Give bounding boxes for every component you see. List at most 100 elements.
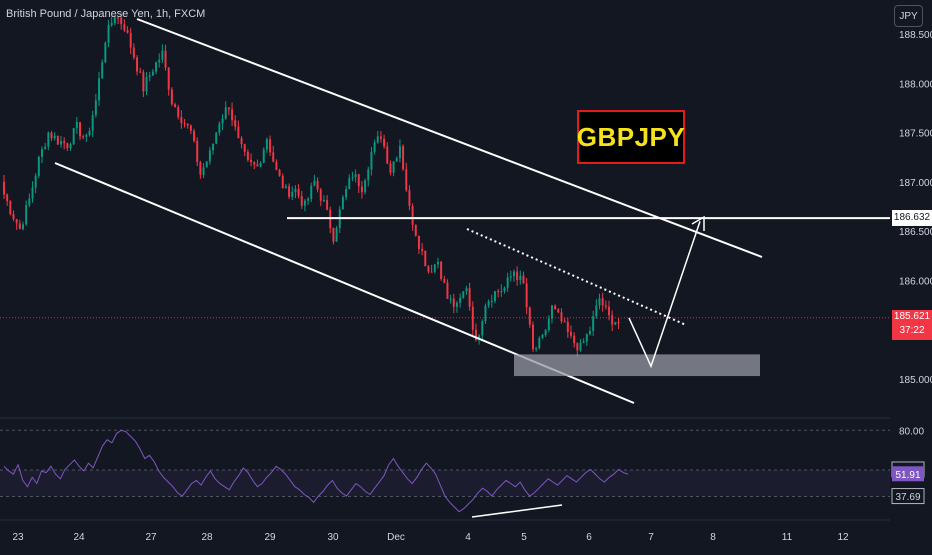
candle-body [88,130,91,136]
candle-body [212,143,215,151]
candle-body [592,316,595,331]
candle-body [538,337,541,348]
candle-body [478,335,481,340]
candle-body [265,139,268,150]
price-tick-label: 188.000 [899,79,932,90]
candle-body [490,301,493,303]
candle-body [436,261,439,265]
last-price-value: 185.621 [893,310,931,322]
candle-body [474,329,477,340]
projection-arrowhead [691,215,705,231]
candle-body [348,178,351,190]
candle-body [60,141,62,145]
time-tick-label: 4 [465,532,471,543]
candle-body [44,146,47,150]
candle-body [316,180,319,190]
rsi-level-box [891,488,925,505]
candle-body [205,161,208,168]
rsi-band [0,469,890,497]
candle-body [522,275,525,284]
time-tick-label: 27 [145,532,157,543]
drawings[interactable] [0,18,890,518]
horizontal-level-label: 186.632 [892,210,932,227]
candle-body [294,188,297,193]
candle-body [443,279,446,283]
candle-body [471,306,474,330]
candle-body [573,335,576,344]
candle-body [566,321,569,333]
candle-body [465,288,468,292]
candle-body [408,190,411,207]
candle-body [512,271,515,277]
candle-body [218,123,221,133]
candle-body [455,302,458,307]
candle-body [189,125,192,131]
candle-body [516,271,519,280]
candle-body [506,277,509,288]
candle-body [345,189,348,198]
candle-body [167,67,170,90]
time-tick-label: 23 [12,532,24,543]
candle-body [275,161,278,170]
candle-body [132,47,135,58]
candle-body [284,186,287,188]
currency-button[interactable]: JPY [894,5,923,27]
candle-body [215,132,218,144]
candle-body [202,167,205,175]
candle-body [278,169,281,176]
symbol-badge-text: GBPJPY [576,121,686,152]
candle-body [519,275,522,280]
candle-body [354,174,357,178]
candle-body [493,291,496,302]
candle-body [120,17,123,25]
candle-body [617,322,620,324]
candle-body [18,223,21,230]
candle-body [611,315,614,325]
candle-body [554,305,557,310]
candle-body [180,117,183,124]
candle-body [608,306,610,316]
candle-body [560,312,563,322]
candle-body [570,332,572,336]
candle-body [53,135,56,139]
candle-body [484,305,487,322]
candle-body [129,32,132,48]
candle-body [297,188,300,197]
candle-body [174,104,177,108]
candle-body [395,158,398,162]
currency-button-label: JPY [899,10,918,22]
candle-body [281,175,284,188]
price-tick-label: 188.500 [899,30,932,41]
candle-body [9,201,12,215]
candle-body [288,186,291,197]
candle-body [424,250,427,267]
candle-body [379,136,382,139]
candle-body [525,283,528,308]
candle-body [341,197,344,210]
candle-body [256,164,259,167]
candle-body [170,89,173,105]
candle-body [557,309,560,313]
candle-body [104,42,107,63]
candle-body [563,321,566,323]
candle-body [155,62,158,72]
candle-body [509,276,512,278]
candle-body [367,169,370,181]
candle-body [262,149,265,163]
candle-body [243,144,246,152]
candle-body [351,177,354,179]
candle-body [550,305,553,319]
candle-body [161,50,164,60]
time-tick-label: 28 [201,532,213,543]
candle-body [541,335,544,338]
candle-body [151,71,154,76]
candle-body [376,136,379,143]
time-tick-label: 30 [327,532,339,543]
candle-body [15,219,18,224]
candle-body [579,342,582,351]
candle-body [389,163,392,173]
candle-body [405,169,408,191]
candle-body [531,324,534,350]
